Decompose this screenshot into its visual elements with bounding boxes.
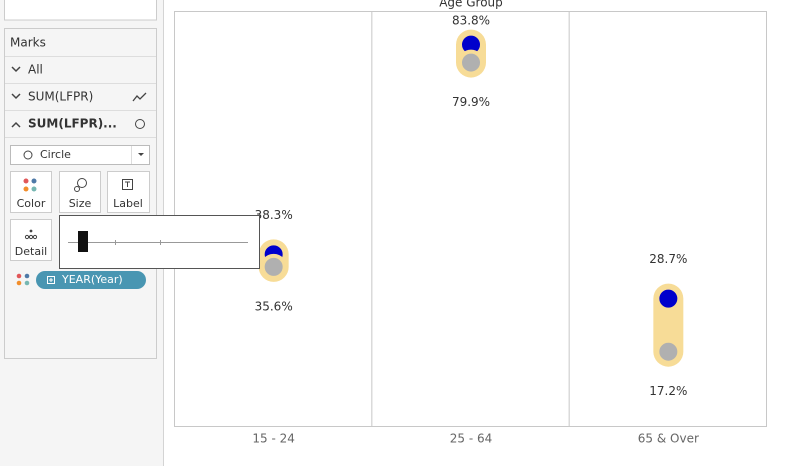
dropdown-arrow xyxy=(138,153,144,156)
pill-label: YEAR(Year) xyxy=(61,273,123,286)
value-label: 28.7% xyxy=(649,252,687,266)
icon xyxy=(31,178,37,184)
button-label: Color xyxy=(17,197,46,210)
icon xyxy=(77,178,87,188)
dropdown-label: Circle xyxy=(40,148,71,161)
size-slider-popup[interactable] xyxy=(59,215,260,269)
x-tick-label: 25 - 64 xyxy=(450,432,493,446)
row-label: All xyxy=(28,63,43,77)
plus-icon xyxy=(49,278,53,282)
shelf-card xyxy=(4,0,157,21)
circle-icon xyxy=(135,119,145,129)
button-box xyxy=(10,171,52,213)
plus-icon xyxy=(47,276,55,284)
detail-button[interactable]: Detail xyxy=(10,219,52,261)
color-button[interactable]: Color xyxy=(10,171,52,213)
value-label: 17.2% xyxy=(649,384,687,398)
icon xyxy=(122,179,133,190)
point xyxy=(260,253,287,280)
button-label: Size xyxy=(69,197,92,210)
button-box xyxy=(10,219,52,261)
marks-row-line[interactable]: SUM(LFPR) xyxy=(11,90,147,104)
icon xyxy=(28,234,34,240)
icon xyxy=(31,186,37,192)
chart-title: Age Group xyxy=(439,0,503,10)
button-label: Label xyxy=(113,197,143,210)
icon xyxy=(23,178,29,184)
chevron xyxy=(11,93,21,100)
icon xyxy=(16,273,22,279)
icon xyxy=(125,181,130,187)
x-tick-label: 65 & Over xyxy=(638,432,699,446)
button-label: Detail xyxy=(15,245,47,258)
icon xyxy=(23,186,29,192)
marks-title: Marks xyxy=(10,36,46,50)
value-label: 83.8% xyxy=(452,14,490,28)
chevron xyxy=(11,121,21,128)
icon xyxy=(24,280,30,286)
value-label: 79.9% xyxy=(452,95,490,109)
chart: Age Group 15 - 24 25 - 64 65 & Over 38.3% 35.… xyxy=(252,0,699,446)
value-label: 38.3% xyxy=(255,208,293,222)
icon xyxy=(32,234,38,240)
mark-type-dropdown[interactable]: Circle xyxy=(10,145,150,165)
x-tick-label: 15 - 24 xyxy=(252,432,295,446)
icon xyxy=(24,273,30,279)
point xyxy=(655,285,682,312)
label-button[interactable]: Label xyxy=(107,171,150,213)
button-box xyxy=(107,171,150,213)
point xyxy=(458,49,484,76)
chevron xyxy=(11,66,21,73)
value-label: 35.6% xyxy=(255,299,293,313)
row-label: SUM(LFPR)... xyxy=(28,117,117,131)
dropdown-box xyxy=(10,145,150,165)
pill-body xyxy=(36,271,146,289)
line-icon xyxy=(132,92,147,102)
icon xyxy=(24,234,30,240)
marks-row-all[interactable]: All xyxy=(11,63,43,77)
point xyxy=(655,338,682,365)
row-label: SUM(LFPR) xyxy=(28,90,93,104)
slider-handle[interactable] xyxy=(78,231,88,252)
button-box xyxy=(59,171,101,213)
marks-row-circle[interactable]: SUM(LFPR)... xyxy=(11,117,145,131)
icon xyxy=(74,186,80,192)
circle-icon xyxy=(23,150,33,160)
icon xyxy=(16,280,22,286)
year-pill[interactable]: YEAR(Year) xyxy=(16,271,146,289)
size-button[interactable]: Size xyxy=(59,171,101,213)
icon xyxy=(29,229,33,233)
